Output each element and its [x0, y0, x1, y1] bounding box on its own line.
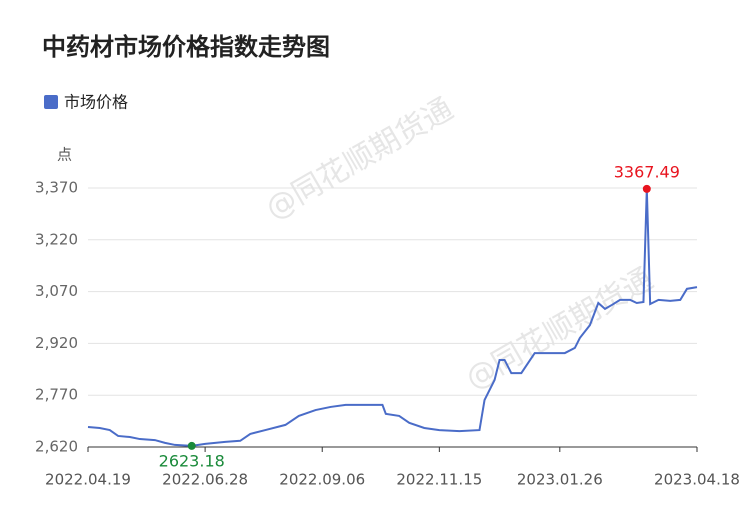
y-tick-label: 2,770 — [35, 386, 78, 404]
x-tick-label: 2022.11.15 — [396, 471, 482, 489]
y-tick-label: 2,920 — [35, 334, 78, 352]
y-tick-label: 3,370 — [35, 179, 78, 197]
x-tick-label: 2023.04.18 — [654, 471, 740, 489]
legend-swatch — [44, 95, 58, 109]
min-label: 2623.18 — [159, 451, 225, 470]
y-tick-label: 3,070 — [35, 282, 78, 300]
legend-label: 市场价格 — [64, 93, 128, 112]
watermark: @同花顺期货通 — [460, 261, 659, 396]
x-tick-label: 2022.04.19 — [45, 471, 131, 489]
x-tick-label: 2022.09.06 — [279, 471, 365, 489]
x-tick-label: 2023.01.26 — [517, 471, 603, 489]
y-tick-label: 3,220 — [35, 230, 78, 248]
y-unit: 点 — [57, 146, 72, 164]
max-label: 3367.49 — [614, 162, 680, 181]
min-point — [187, 441, 196, 450]
max-point — [642, 184, 651, 193]
y-tick-label: 2,620 — [35, 438, 78, 456]
watermark: @同花顺期货通 — [260, 91, 459, 226]
x-tick-label: 2022.06.28 — [162, 471, 248, 489]
chart-title: 中药材市场价格指数走势图 — [42, 33, 330, 61]
